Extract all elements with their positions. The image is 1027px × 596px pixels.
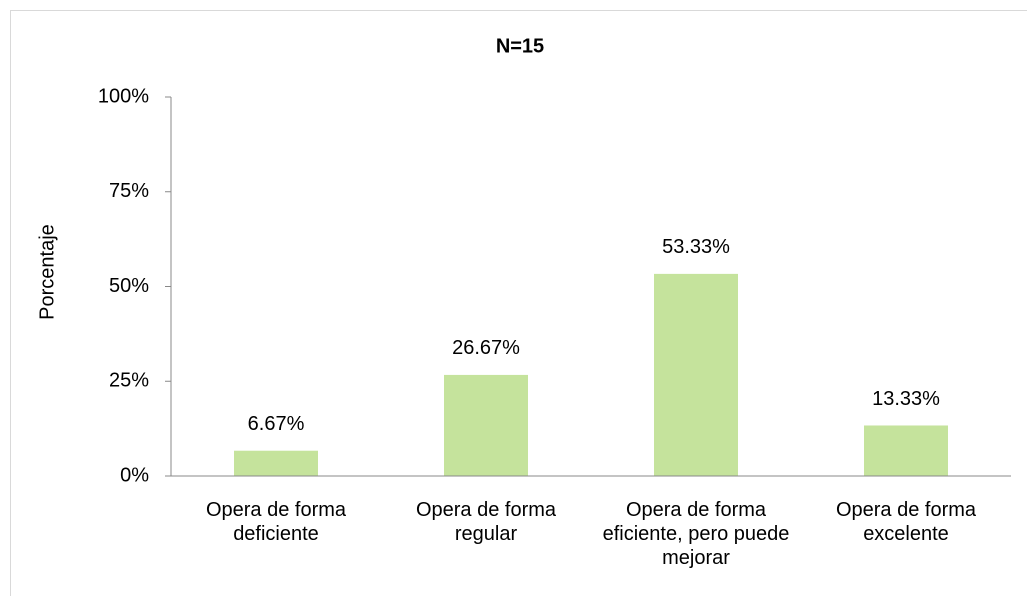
x-tick-label: Opera de forma eficiente, pero puede mej… (602, 499, 790, 569)
chart-title: N=15 (496, 35, 544, 57)
bar (234, 450, 318, 476)
chart-border (10, 10, 1027, 596)
y-tick-label: 75% (109, 180, 149, 202)
x-tick-label: Opera de forma deficiente (205, 499, 347, 545)
y-tick-label: 25% (109, 370, 149, 392)
y-axis-label: Porcentaje (36, 224, 58, 320)
data-label: 53.33% (662, 236, 730, 258)
x-tick-label: Opera de forma excelente (835, 499, 977, 545)
bar (654, 273, 738, 476)
bar (864, 425, 948, 476)
data-label: 6.67% (248, 413, 305, 435)
y-tick-label: 50% (109, 275, 149, 297)
y-tick-label: 100% (98, 85, 149, 107)
data-label: 26.67% (452, 337, 520, 359)
data-label: 13.33% (872, 388, 940, 410)
x-tick-label: Opera de forma regular (415, 499, 557, 545)
bar (444, 374, 528, 476)
y-tick-label: 0% (120, 464, 149, 486)
